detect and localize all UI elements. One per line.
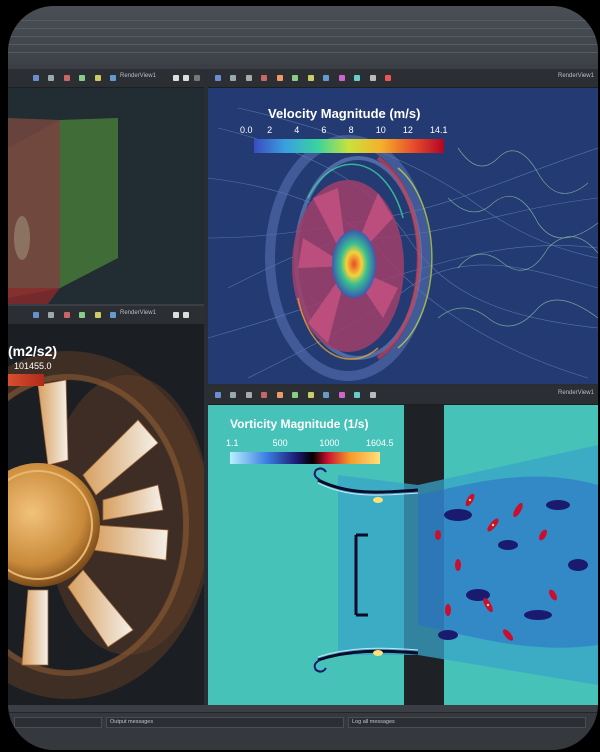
orientation-icon[interactable]: [245, 392, 252, 398]
panel-dropdown-left[interactable]: [14, 717, 102, 728]
render-view-label: RenderView1: [120, 73, 156, 79]
view-toolbar-top-left[interactable]: RenderView1: [8, 69, 204, 88]
zoom-icon[interactable]: [94, 312, 101, 318]
log-all-messages-dropdown[interactable]: Log all messages: [348, 717, 586, 728]
render-view-box[interactable]: [8, 88, 204, 304]
colorbar-tick-label: 4: [294, 125, 300, 135]
camera-icon[interactable]: [230, 392, 237, 398]
rotate-icon[interactable]: [110, 312, 117, 318]
output-messages-dropdown[interactable]: Output messages: [106, 717, 344, 728]
rotate-icon[interactable]: [323, 75, 330, 81]
colorbar-tick-label: 14.1: [430, 125, 448, 135]
colorbar-tick-label: 12: [402, 125, 413, 135]
hover-icon[interactable]: [369, 75, 376, 81]
rotate-icon[interactable]: [110, 75, 117, 81]
select-icon[interactable]: [63, 75, 70, 81]
paraview-window: RenderView1 RenderView1: [8, 6, 598, 750]
select-points-icon[interactable]: [261, 392, 268, 398]
reset-camera-icon[interactable]: [215, 392, 221, 398]
colorbar-tick-label: 8: [348, 125, 354, 135]
pressure-colorbar-max: 101455.0: [14, 361, 52, 371]
interact-icon[interactable]: [79, 312, 86, 318]
clear-selection-icon[interactable]: [384, 75, 391, 81]
velocity-colorbar-title: Velocity Magnitude (m/s): [268, 106, 421, 121]
split-vertical-icon[interactable]: [183, 312, 189, 318]
pick-icon[interactable]: [338, 75, 345, 81]
render-view-label: RenderView1: [120, 310, 156, 316]
pressure-colorbar: [8, 374, 44, 386]
colorbar-tick-label: 6: [321, 125, 327, 135]
box-geometry: [8, 118, 118, 304]
split-horizontal-icon[interactable]: [173, 312, 179, 318]
camera-icon[interactable]: [48, 75, 55, 81]
select-points-icon[interactable]: [261, 75, 268, 81]
view-splitter-vertical[interactable]: [204, 69, 208, 705]
view-toolbar-top-right[interactable]: RenderView1: [208, 69, 598, 88]
view-toolbar-bottom-left[interactable]: RenderView1: [8, 306, 204, 325]
interact-icon[interactable]: [292, 392, 299, 398]
reset-camera-icon[interactable]: [215, 75, 221, 81]
colorbar-tick-label: 1604.5: [366, 438, 394, 448]
render-view-label: RenderView1: [558, 390, 594, 396]
select-icon[interactable]: [63, 312, 70, 318]
colorbar-tick-label: 0.0: [240, 125, 253, 135]
rotate-icon[interactable]: [323, 392, 330, 398]
render-view-velocity[interactable]: Velocity Magnitude (m/s) 0.0 2 4 6 8 10 12 14.1: [208, 88, 598, 384]
select-cells-icon[interactable]: [276, 392, 283, 398]
colorbar-tick-label: 1.1: [226, 438, 239, 448]
close-view-icon[interactable]: [194, 75, 200, 81]
camera-icon[interactable]: [48, 312, 55, 318]
vorticity-colorbar-title: Vorticity Magnitude (1/s): [230, 417, 369, 431]
render-view-vorticity[interactable]: Vorticity Magnitude (1/s) 1.1 500 1000 1604…: [208, 405, 598, 705]
frustum-icon[interactable]: [354, 75, 361, 81]
camera-icon[interactable]: [230, 75, 237, 81]
view-splitter-horizontal[interactable]: [208, 384, 598, 386]
zoom-icon[interactable]: [94, 75, 101, 81]
orientation-icon[interactable]: [245, 75, 252, 81]
render-view-fan[interactable]: (m2/s2) 101455.0: [8, 325, 204, 705]
velocity-colorbar: [254, 139, 444, 153]
pressure-colorbar-title: (m2/s2): [8, 343, 58, 359]
frustum-icon[interactable]: [354, 392, 361, 398]
vorticity-slice: [313, 405, 598, 705]
select-cells-icon[interactable]: [276, 75, 283, 81]
zoom-icon[interactable]: [307, 75, 314, 81]
reset-camera-icon[interactable]: [33, 312, 39, 318]
colorbar-tick-label: 10: [375, 125, 386, 135]
fan-geometry: [8, 351, 204, 699]
colorbar-tick-label: 500: [272, 438, 288, 448]
interact-icon[interactable]: [79, 75, 86, 81]
vorticity-colorbar: [230, 452, 380, 464]
reset-camera-icon[interactable]: [33, 75, 39, 81]
interact-icon[interactable]: [292, 75, 299, 81]
main-toolbar: [8, 6, 598, 64]
split-horizontal-icon[interactable]: [173, 75, 179, 81]
split-vertical-icon[interactable]: [183, 75, 189, 81]
output-panel: Output messages Log all messages: [8, 712, 598, 750]
view-toolbar-bottom-right[interactable]: RenderView1: [208, 386, 598, 405]
hover-icon[interactable]: [369, 392, 376, 398]
colorbar-tick-label: 1000: [319, 438, 340, 448]
zoom-icon[interactable]: [307, 392, 314, 398]
colorbar-tick-label: 2: [267, 125, 273, 135]
pick-icon[interactable]: [338, 392, 345, 398]
render-view-label: RenderView1: [558, 73, 594, 79]
